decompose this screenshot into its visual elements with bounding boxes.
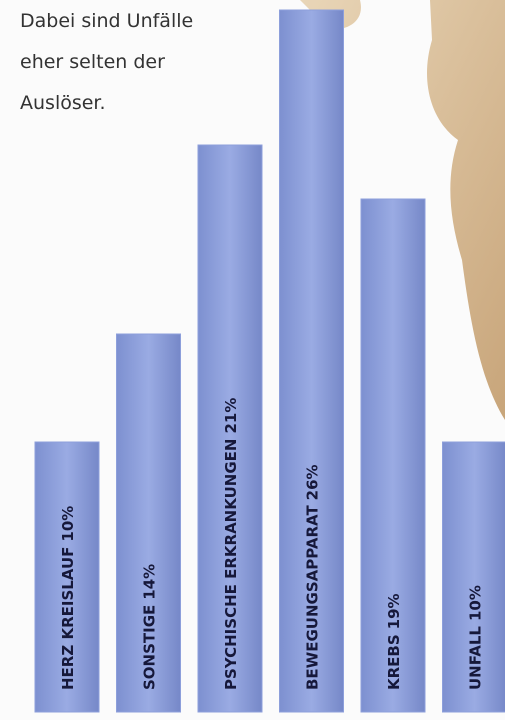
value-label: 21%	[222, 398, 240, 434]
bar-label: SONSTIGE 14%	[141, 564, 159, 690]
bar-label: UNFALL 10%	[467, 585, 485, 690]
bar-label: PSYCHISCHE ERKRANKUNGEN 21%	[222, 398, 240, 690]
bar	[34, 441, 100, 713]
bar-label: KREBS 19%	[385, 593, 403, 690]
bar	[279, 9, 344, 713]
category-label: BEWEGUNGSAPPARAT	[304, 505, 322, 690]
bar	[360, 198, 426, 713]
intro-line: eher selten der	[20, 51, 165, 73]
category-label: PSYCHISCHE ERKRANKUNGEN	[222, 439, 240, 690]
value-label: 14%	[141, 564, 159, 600]
bar-label: HERZ KREISLAUF 10%	[59, 506, 77, 690]
category-label: SONSTIGE	[141, 605, 159, 690]
wooden-figure	[300, 0, 505, 420]
bar	[197, 144, 263, 713]
bar-label: BEWEGUNGSAPPARAT 26%	[304, 464, 322, 690]
bar	[442, 441, 505, 713]
value-label: 19%	[385, 593, 403, 629]
value-label: 10%	[59, 506, 77, 542]
intro-line: Dabei sind Unfälle	[20, 10, 193, 32]
value-label: 26%	[304, 464, 322, 500]
category-label: KREBS	[385, 634, 403, 690]
category-label: HERZ KREISLAUF	[59, 547, 77, 690]
category-label: UNFALL	[467, 626, 485, 690]
bar	[116, 333, 181, 713]
value-label: 10%	[467, 585, 485, 621]
intro-line: Auslöser.	[20, 92, 106, 114]
